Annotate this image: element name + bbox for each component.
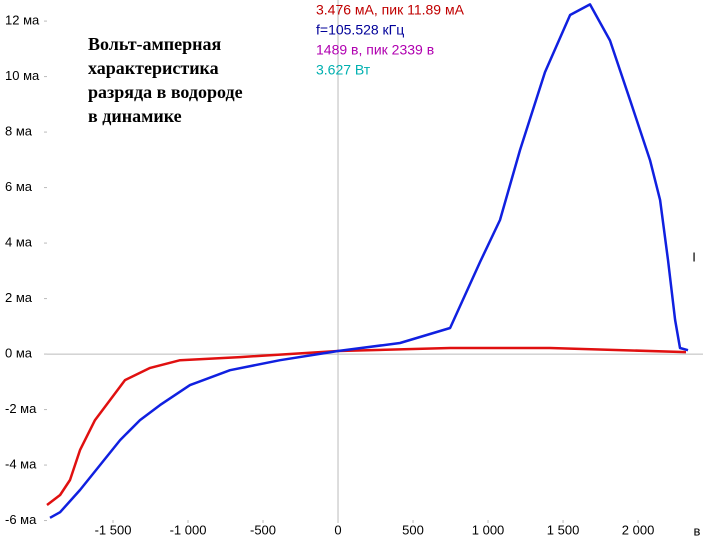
chart-title: в динамике [88, 106, 182, 126]
readout: 3.627 Вт [316, 62, 371, 78]
y-tick-label: 12 ма [5, 13, 40, 28]
chart-title: разряда в водороде [88, 82, 243, 102]
y-tick-label: 10 ма [5, 68, 40, 83]
readout: f=105.528 кГц [316, 22, 404, 38]
y-tick-label: 6 ма [5, 179, 33, 194]
y-tick-label: -4 ма [5, 456, 37, 471]
x-tick-label: 0 [334, 522, 341, 537]
x-tick-label: 500 [402, 522, 424, 537]
readout: 3.476 мА, пик 11.89 мА [316, 2, 465, 18]
x-tick-label: 1 500 [547, 522, 580, 537]
y-tick-label: -2 ма [5, 401, 37, 416]
x-tick-label: 2 000 [622, 522, 655, 537]
x-tick-label: -1 000 [170, 522, 207, 537]
x-tick-label: -500 [250, 522, 276, 537]
x-axis-label: в [694, 523, 701, 538]
y-tick-label: 2 ма [5, 290, 33, 305]
x-tick-label: 1 000 [472, 522, 505, 537]
chart-title: характеристика [88, 58, 219, 78]
y-tick-label: 4 ма [5, 235, 33, 250]
y-tick-label: 8 ма [5, 124, 33, 139]
y-tick-label: 0 ма [5, 346, 33, 361]
chart-title: Вольт-амперная [88, 34, 222, 54]
x-tick-label: -1 500 [95, 522, 132, 537]
readout: 1489 в, пик 2339 в [316, 42, 434, 58]
data-line [49, 3, 689, 519]
data-line [46, 346, 687, 506]
y-axis-label: I [692, 249, 696, 264]
y-tick-label: -6 ма [5, 512, 37, 527]
